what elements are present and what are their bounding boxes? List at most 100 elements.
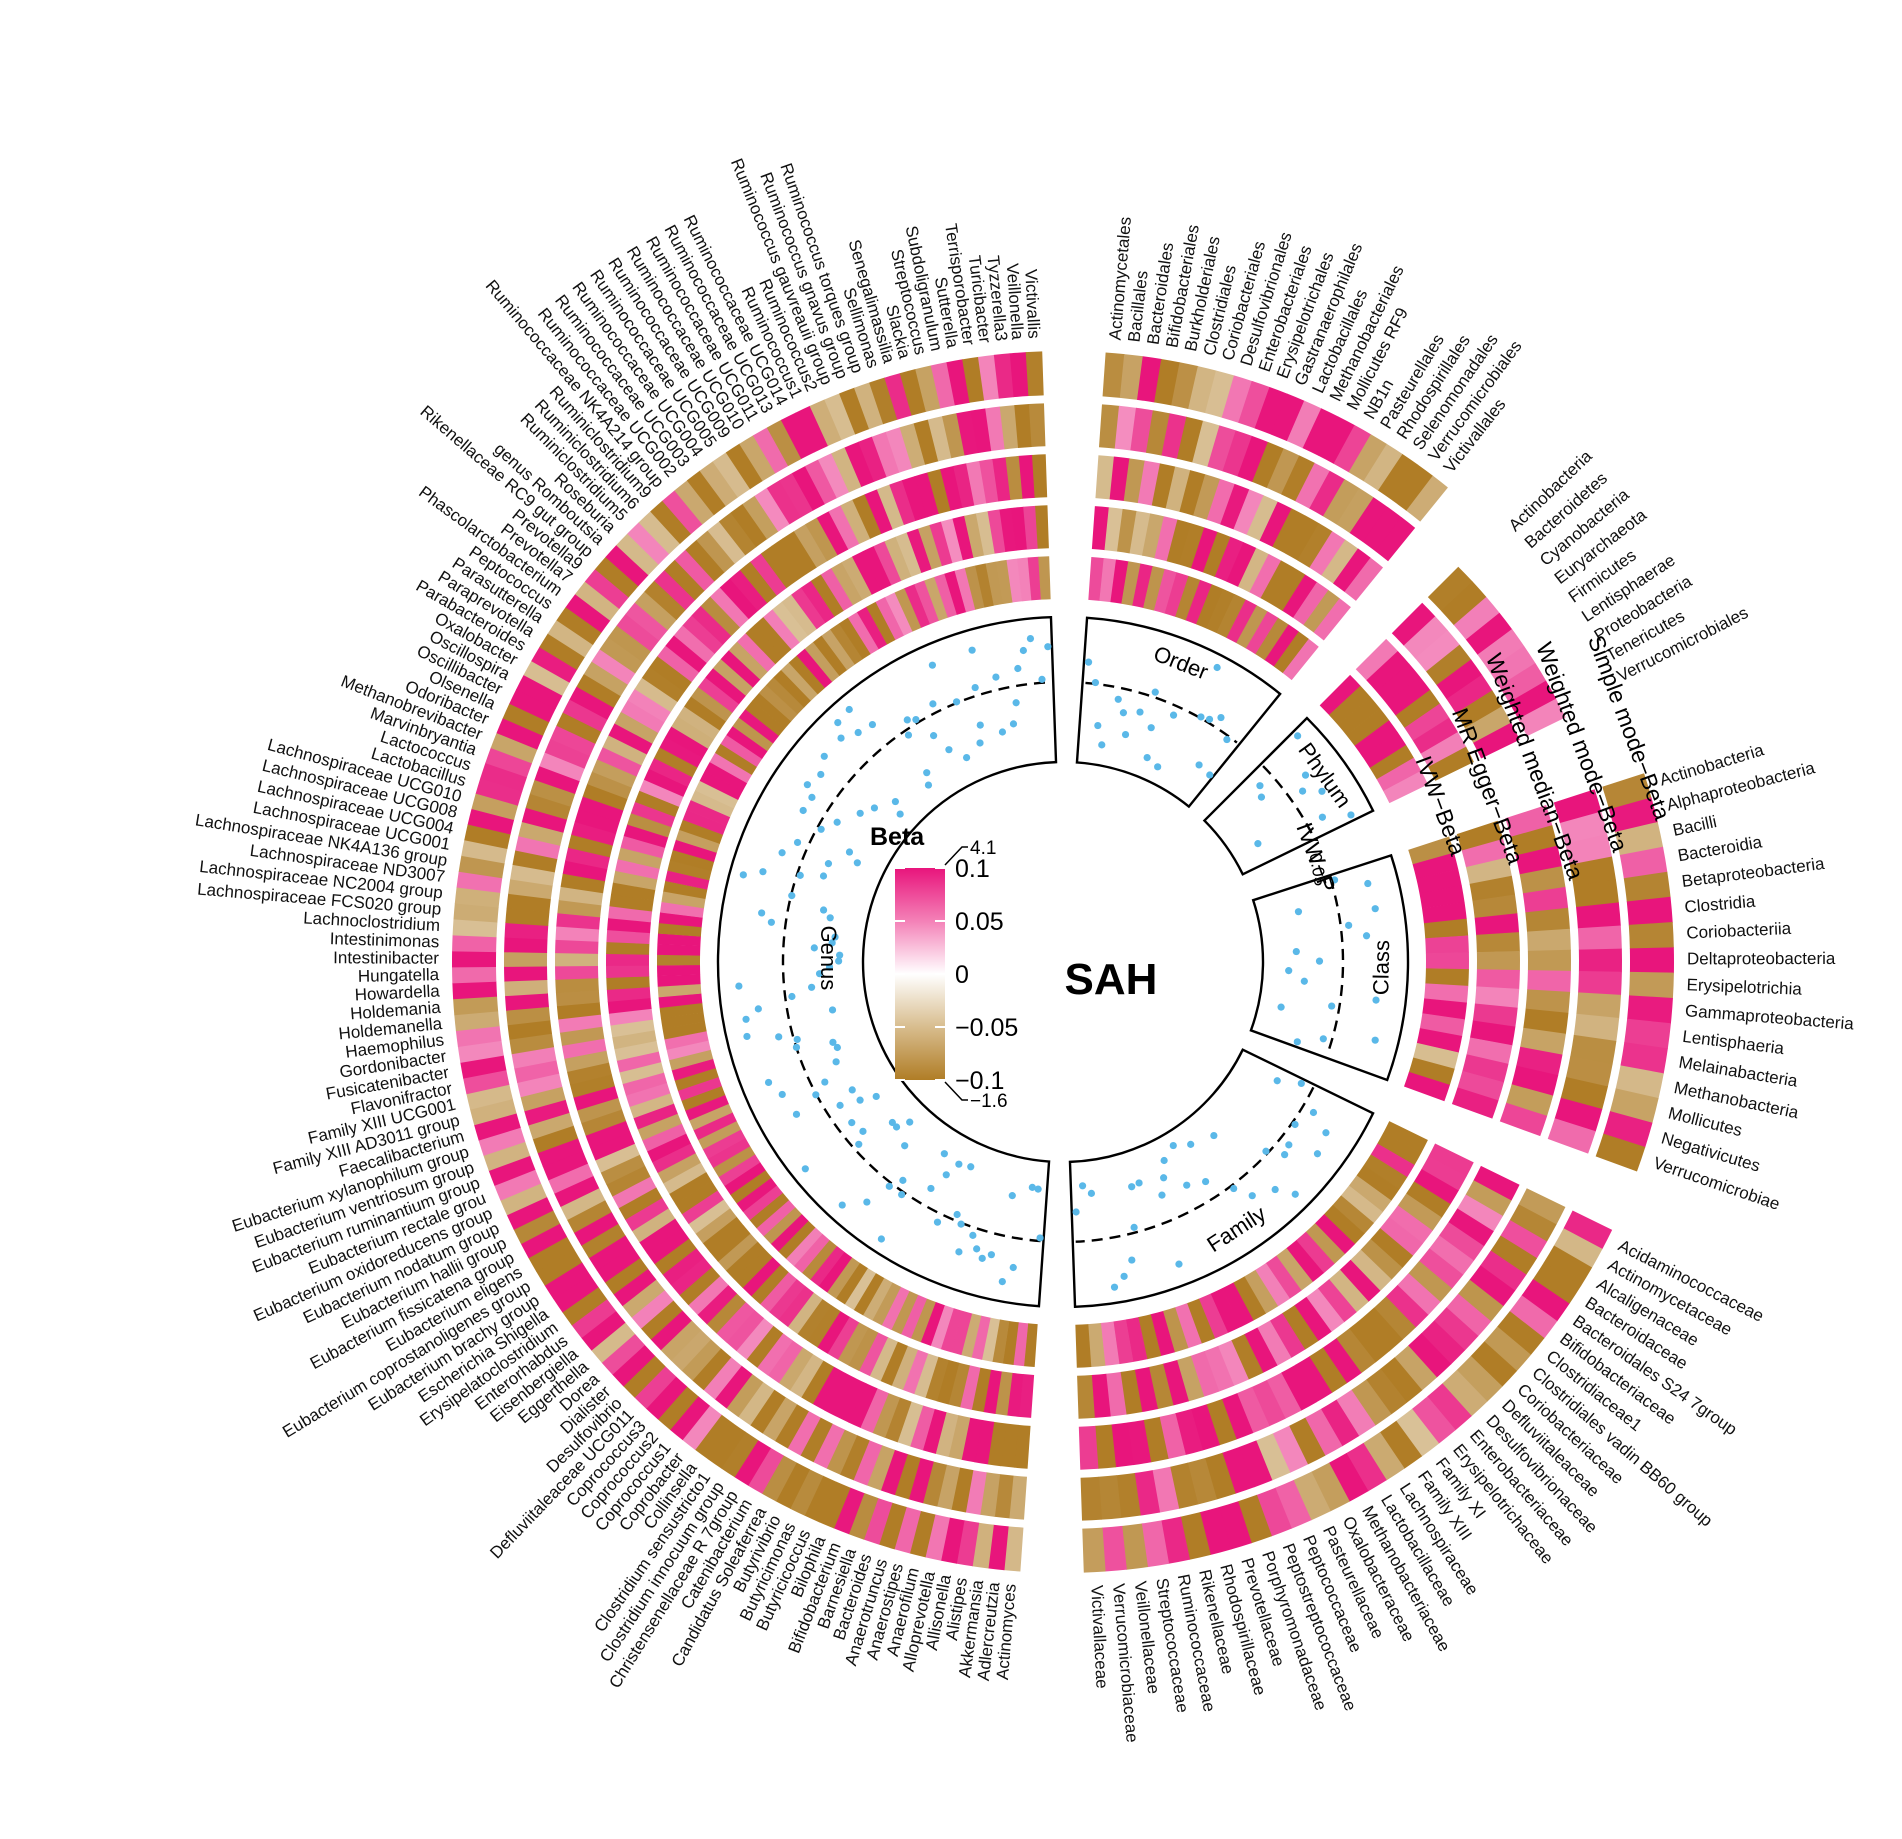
heatmap-cell-order xyxy=(1153,568,1177,614)
heatmap-cell-genus xyxy=(561,1038,607,1059)
heatmap-cell-genus xyxy=(663,1162,707,1194)
heatmap-cell-family xyxy=(1272,1425,1309,1473)
heatmap-cell-genus xyxy=(946,359,970,406)
heatmap-cell-genus xyxy=(634,790,680,818)
heatmap-cell-genus xyxy=(630,801,676,828)
p-value-point-class xyxy=(1345,921,1353,929)
heatmap-cell-genus xyxy=(606,965,650,978)
heatmap-cell-family xyxy=(1361,1307,1403,1352)
heatmap-cell-order xyxy=(1255,617,1289,661)
heatmap-cell-genus xyxy=(746,1325,784,1368)
heatmap-cell-genus xyxy=(712,452,751,498)
legend-tick-label: −0.1 xyxy=(955,1067,1004,1095)
taxon-label-genus: Intestinimonas xyxy=(329,929,439,951)
heatmap-cell-genus xyxy=(464,824,511,849)
heatmap-cell-genus xyxy=(657,922,702,937)
heatmap-cell-genus xyxy=(768,1278,806,1320)
p-value-point-genus xyxy=(759,868,767,876)
heatmap-cell-genus xyxy=(452,981,498,1000)
heatmap-cell-genus xyxy=(607,625,652,663)
heatmap-cell-order xyxy=(1259,501,1293,547)
heatmap-cell-genus xyxy=(970,408,992,454)
heatmap-cell-genus xyxy=(565,847,611,870)
heatmap-cell-genus xyxy=(608,723,653,755)
p-value-point-class xyxy=(1294,908,1303,916)
heatmap-cell-genus xyxy=(787,1410,821,1456)
heatmap-cell-genus xyxy=(699,461,739,507)
heatmap-cell-genus xyxy=(848,1492,879,1540)
heatmap-cell-family xyxy=(1160,1516,1191,1564)
heatmap-cell-genus xyxy=(606,986,651,1002)
heatmap-cell-genus xyxy=(516,674,563,710)
heatmap-cell-order xyxy=(1154,516,1178,562)
p-value-point-genus xyxy=(833,818,841,826)
p-value-point-order xyxy=(1205,715,1214,723)
heatmap-cell-family xyxy=(1373,1296,1416,1340)
p-value-point-genus xyxy=(1009,1263,1017,1272)
heatmap-cell-genus xyxy=(452,934,497,953)
heatmap-cell-genus xyxy=(726,1310,765,1352)
heatmap-cell-phylum xyxy=(1355,638,1399,681)
p-value-point-genus xyxy=(1036,1234,1044,1242)
heatmap-cell-genus xyxy=(480,762,528,792)
heatmap-cell-family xyxy=(1127,1419,1152,1466)
heatmap-cell-genus xyxy=(502,703,550,736)
p-value-point-order xyxy=(1143,753,1151,762)
heatmap-cell-genus xyxy=(517,1073,563,1098)
p-value-point-order xyxy=(1091,678,1100,687)
heatmap-cell-order xyxy=(1318,416,1356,464)
heatmap-cell-genus xyxy=(730,503,768,548)
heatmap-cell-genus xyxy=(725,1241,766,1280)
heatmap-cell-order xyxy=(1102,352,1125,398)
heatmap-cell-order xyxy=(1362,506,1402,552)
p-value-point-genus xyxy=(978,1254,986,1262)
heatmap-cell-genus xyxy=(709,752,753,784)
heatmap-cell-genus xyxy=(627,688,672,723)
heatmap-cell-family xyxy=(1280,1364,1317,1411)
heatmap-cell-genus xyxy=(728,641,768,680)
heatmap-cell-family xyxy=(1100,1321,1120,1366)
taxon-label-class: Coriobacteriia xyxy=(1686,919,1792,943)
heatmap-cell-genus xyxy=(971,1315,991,1360)
p-value-point-genus xyxy=(812,1091,820,1099)
heatmap-cell-genus xyxy=(736,1177,777,1212)
heatmap-cell-phylum xyxy=(1337,696,1381,736)
p-value-point-genus xyxy=(778,1090,786,1099)
p-value-point-genus xyxy=(924,781,933,789)
heatmap-cell-class xyxy=(1614,821,1664,856)
heatmap-cell-genus xyxy=(778,1220,816,1259)
heatmap-cell-genus xyxy=(618,1187,663,1220)
p-value-point-genus xyxy=(1008,1192,1016,1200)
heatmap-cell-family xyxy=(1418,1248,1464,1289)
heatmap-cell-genus xyxy=(884,536,912,581)
heatmap-cell-class xyxy=(1425,935,1469,954)
heatmap-cell-family xyxy=(1336,1389,1376,1437)
heatmap-cell-genus xyxy=(607,997,652,1014)
heatmap-cell-genus xyxy=(605,544,649,587)
heatmap-cell-phylum xyxy=(1427,566,1473,612)
p-value-point-genus xyxy=(957,1220,965,1228)
p-value-point-genus xyxy=(1044,643,1052,651)
heatmap-cell-family xyxy=(1411,1396,1456,1444)
p-value-point-genus xyxy=(742,1015,750,1023)
heatmap-cell-genus xyxy=(1002,1320,1019,1365)
heatmap-cell-order xyxy=(1246,495,1279,541)
p-value-point-genus xyxy=(955,1160,963,1168)
heatmap-cell-family xyxy=(1274,1479,1312,1529)
heatmap-cell-phylum xyxy=(1319,674,1361,716)
p-value-point-genus xyxy=(829,1038,837,1046)
heatmap-cell-genus xyxy=(1023,1323,1038,1368)
p-value-point-class xyxy=(1293,1038,1301,1046)
heatmap-cell-order xyxy=(1286,400,1322,449)
heatmap-cell-genus xyxy=(608,1008,654,1026)
heatmap-cell-genus xyxy=(681,1085,726,1111)
heatmap-cell-family xyxy=(1190,1404,1220,1451)
heatmap-cell-genus xyxy=(909,1405,935,1451)
heatmap-cell-genus xyxy=(866,1445,896,1491)
heatmap-cell-class xyxy=(1462,1054,1509,1083)
heatmap-cell-genus xyxy=(793,524,828,568)
heatmap-cell-genus xyxy=(596,1246,641,1283)
heatmap-cell-phylum xyxy=(1366,650,1410,692)
heatmap-cell-genus xyxy=(742,1257,781,1297)
heatmap-cell-class xyxy=(1511,1065,1559,1097)
